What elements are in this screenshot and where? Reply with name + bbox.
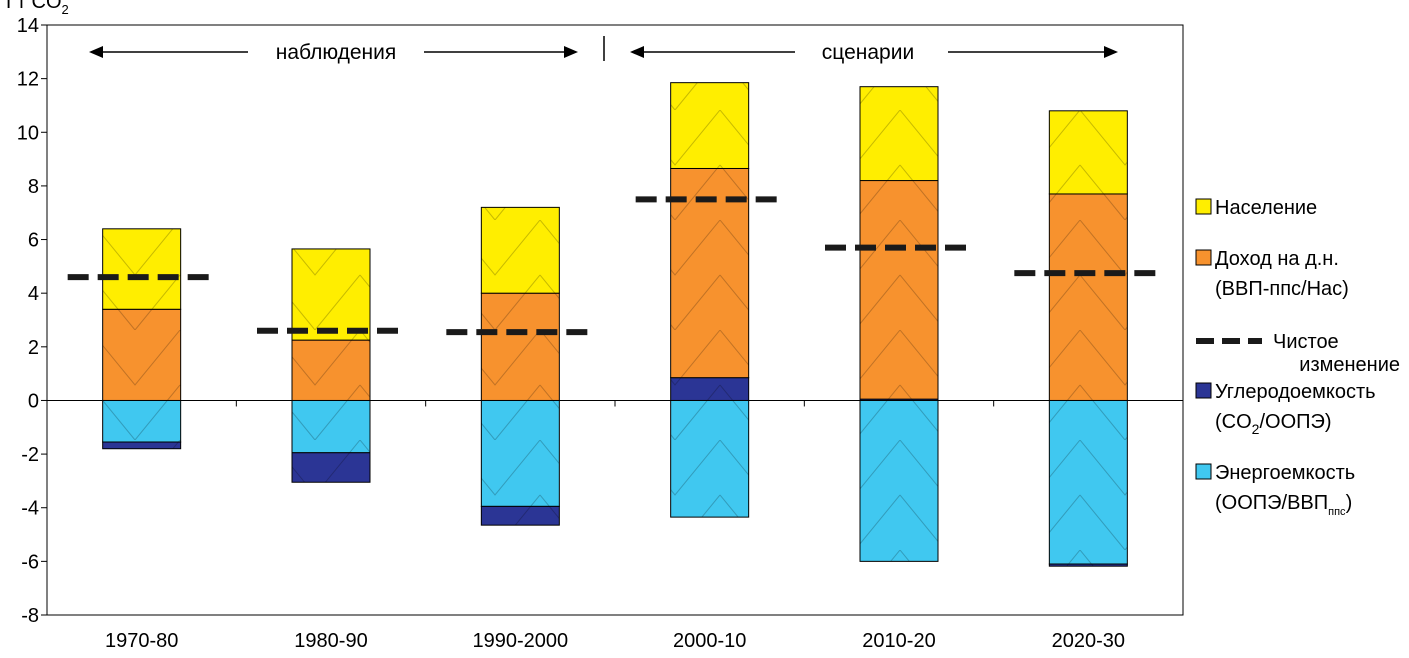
axes: -8 -6 -4 -2 0 2 4 6 8 10 12 14 1970-80 1980-90 1990-20…: [17, 15, 1184, 652]
bar-segment-hatch-population: [102, 228, 181, 310]
bar-segment-hatch-population: [481, 207, 560, 294]
y-tick-label: -8: [21, 605, 39, 627]
legend-item-carbon: Углеродоемкость (CO2/ООПЭ): [1195, 381, 1376, 437]
bar-segment-hatch-energy: [1049, 400, 1128, 565]
bar-segment-hatch-energy: [670, 400, 749, 518]
y-tick-label: 8: [28, 176, 39, 198]
bar-segment-hatch-energy: [860, 400, 938, 562]
x-tick-label: 2020-30: [1052, 630, 1125, 652]
legend-item-population: Население: [1195, 197, 1317, 219]
y-tick-label: -6: [21, 551, 39, 573]
observations-arrow-left-head: [89, 46, 103, 58]
bar-segment-hatch-energy: [102, 400, 181, 443]
bars-layer: [102, 82, 1128, 567]
bar-segment-hatch-population: [1049, 110, 1128, 194]
bar-segment-hatch-carbon: [1049, 564, 1128, 567]
observations-arrow-right-head: [564, 46, 578, 58]
legend-item-energy: Энергоемкость (ООПЭ/ВВПппс): [1195, 462, 1355, 518]
bar-segment-hatch-population: [860, 86, 938, 181]
legend-text-carbon: Углеродоемкость: [1215, 381, 1376, 403]
y-tick-label: 10: [17, 122, 39, 144]
legend-text-population: Население: [1215, 197, 1317, 219]
legend-text-income: Доход на д.н.: [1215, 248, 1339, 270]
bar-segment-hatch-carbon: [481, 506, 560, 526]
bar-segment-hatch-carbon: [860, 399, 938, 401]
x-tick-label: 2010-20: [862, 630, 935, 652]
y-tick-label: 2: [28, 337, 39, 359]
bar-segment-hatch-income: [1049, 193, 1128, 401]
legend-text-energy: Энергоемкость: [1215, 462, 1355, 484]
y-tick-label: 4: [28, 283, 39, 305]
bar-segment-hatch-population: [292, 248, 370, 341]
bar-segment-hatch-income: [102, 309, 181, 401]
x-tick-label: 1980-90: [294, 630, 367, 652]
bar-segment-hatch-income: [670, 168, 749, 378]
y-tick-label: -4: [21, 498, 39, 520]
bar-segment-hatch-population: [670, 82, 749, 169]
bar-segment-hatch-energy: [292, 400, 370, 453]
y-tick-label: 12: [17, 69, 39, 91]
scenarios-arrow-right-head: [1104, 46, 1118, 58]
bar-segment-hatch-energy: [481, 400, 560, 507]
bar-segment-hatch-income: [481, 293, 560, 401]
bar-segment-hatch-income: [292, 340, 370, 401]
legend-swatch-income: [1195, 249, 1212, 266]
y-unit-label: Гт CO2: [6, 0, 69, 17]
legend-text-carbon: (CO2/ООПЭ): [1215, 411, 1332, 437]
legend-text-net: изменение: [1299, 354, 1400, 376]
y-tick-label: 14: [17, 15, 39, 37]
bar-segment-hatch-income: [860, 180, 938, 400]
legend-item-income: Доход на д.н. (ВВП-ппс/Нас): [1195, 248, 1349, 300]
x-tick-label: 2000-10: [673, 630, 746, 652]
bar-segment-hatch-carbon: [102, 442, 181, 449]
scenarios-arrow-left-head: [630, 46, 644, 58]
y-tick-label: 6: [28, 230, 39, 252]
bar-segment-hatch-carbon: [670, 377, 749, 401]
legend-swatch-energy: [1195, 463, 1212, 480]
plot-frame: [46, 24, 1184, 616]
legend-text-net: Чистое: [1273, 331, 1339, 353]
legend-text-energy: (ООПЭ/ВВПппс): [1215, 492, 1352, 518]
x-tick-label: 1990-2000: [473, 630, 569, 652]
legend-swatch-population: [1195, 198, 1212, 215]
legend-text-income: (ВВП-ппс/Нас): [1215, 278, 1349, 300]
bar-segment-hatch-carbon: [292, 452, 370, 483]
observations-label: наблюдения: [276, 41, 397, 64]
x-tick-label: 1970-80: [105, 630, 178, 652]
net-change-layer: [67, 196, 1165, 336]
scenarios-label: сценарии: [822, 41, 914, 64]
legend: Население Доход на д.н. (ВВП-ппс/Нас) Чисто…: [1195, 197, 1400, 518]
y-tick-label: 0: [28, 390, 39, 412]
y-tick-label: -2: [21, 444, 39, 466]
observations-annotation: наблюдения: [89, 41, 578, 64]
scenarios-annotation: сценарии: [630, 41, 1118, 64]
legend-swatch-carbon: [1195, 382, 1212, 399]
